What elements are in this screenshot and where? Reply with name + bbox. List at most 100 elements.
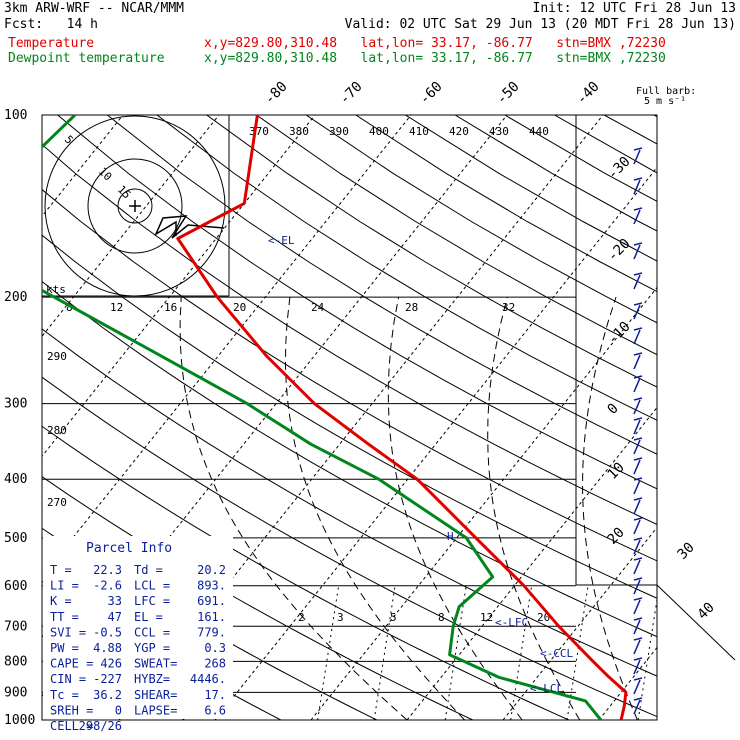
parcel-info-value: 0.3 bbox=[204, 641, 226, 655]
parcel-info-key: Td = bbox=[134, 563, 163, 577]
wind-barb bbox=[633, 147, 643, 165]
barb-key-title: Full barb: bbox=[636, 86, 696, 97]
mixing-ratio-bottom-label: 3 bbox=[337, 611, 344, 624]
temperature-location: x,y=829.80,310.48 lat,lon= 33.17, -86.77… bbox=[204, 36, 666, 51]
theta-label: 430 bbox=[489, 125, 509, 138]
wind-barb bbox=[633, 617, 643, 635]
parcel-info-key: CAPE = bbox=[50, 657, 93, 671]
parcel-info-value: 0 bbox=[115, 703, 122, 717]
hodograph-ring bbox=[87, 158, 183, 254]
dry-adiabat bbox=[42, 143, 657, 525]
parcel-info-key: HYBZ= bbox=[134, 672, 170, 686]
parcel-info-title: Parcel Info bbox=[86, 541, 172, 556]
hodograph-trace bbox=[154, 215, 225, 239]
parcel-info-key: SVI = bbox=[50, 625, 86, 639]
level-marker-label: <-LCL bbox=[530, 682, 563, 695]
pressure-tick-label: 400 bbox=[4, 472, 27, 487]
parcel-info-value: -2.6 bbox=[93, 579, 122, 593]
wind-barb bbox=[633, 375, 643, 393]
theta-label: 440 bbox=[529, 125, 549, 138]
profile-dewpoint-temperature bbox=[42, 115, 603, 720]
wind-column-diagonal bbox=[656, 584, 736, 661]
hodograph-ring bbox=[117, 188, 153, 224]
parcel-info-value: 779. bbox=[197, 625, 226, 639]
wind-barb bbox=[633, 577, 643, 595]
mixing-ratio-bottom-label: 8 bbox=[438, 611, 445, 624]
parcel-info-key: SREH = bbox=[50, 703, 93, 717]
moist-adiabat bbox=[582, 296, 638, 720]
profile-group bbox=[42, 115, 628, 720]
parcel-info-value: 4446. bbox=[190, 672, 226, 686]
dry-adiabat bbox=[57, 115, 657, 490]
dry-adiabat bbox=[42, 188, 657, 562]
theta-label: 380 bbox=[289, 125, 309, 138]
model-title: 3km ARW-WRF -- NCAR/MMM bbox=[4, 1, 185, 16]
pressure-tick-label: 700 bbox=[4, 619, 27, 634]
parcel-info-key: SHEAR= bbox=[134, 688, 177, 702]
wind-barb bbox=[633, 637, 643, 655]
level-marker-label: <-EL bbox=[268, 234, 295, 247]
parcel-info-value: -227 bbox=[93, 672, 122, 686]
level-marker-label: <-CCL bbox=[540, 647, 573, 660]
wind-barb bbox=[633, 517, 643, 535]
parcel-info-value: 893. bbox=[197, 579, 226, 593]
theta-label: 420 bbox=[449, 125, 469, 138]
dry-adiabat bbox=[42, 234, 657, 599]
parcel-info-key: LAPSE= bbox=[134, 703, 177, 717]
parcel-info-key: LI = bbox=[50, 579, 79, 593]
wind-barb bbox=[633, 537, 643, 555]
mixing-ratio-top-label: 16 bbox=[164, 301, 177, 314]
theta-label: 370 bbox=[249, 125, 269, 138]
pressure-tick-label: 1000 bbox=[4, 713, 35, 728]
mixing-ratio-bottom-label: 5 bbox=[390, 611, 397, 624]
isotherm-label: -50 bbox=[494, 79, 523, 108]
init-time: Init: 12 UTC Fri 28 Jun 13 bbox=[532, 1, 737, 16]
parcel-info-key: T = bbox=[50, 563, 72, 577]
parcel-info-value: 47 bbox=[108, 610, 122, 624]
mixing-ratio-top-label: 12 bbox=[110, 301, 123, 314]
profile-temperature bbox=[176, 115, 628, 720]
isotherm-label: -60 bbox=[417, 79, 446, 108]
pressure-tick-label: 200 bbox=[4, 290, 27, 305]
pressure-tick-label: 500 bbox=[4, 531, 27, 546]
parcel-info-value: 36.2 bbox=[93, 688, 122, 702]
wind-barb bbox=[633, 177, 643, 195]
mixing-ratio-line bbox=[444, 585, 467, 720]
mixing-ratio-line bbox=[566, 585, 589, 720]
pressure-tick-label: 800 bbox=[4, 654, 27, 669]
isotherm-label: -40 bbox=[574, 79, 603, 108]
isotherm-label: 40 bbox=[695, 600, 718, 623]
barb-key-value: 5 m s⁻¹ bbox=[644, 96, 686, 107]
wind-barb bbox=[633, 327, 643, 345]
dry-adiabat bbox=[653, 115, 657, 118]
dry-adiabat bbox=[206, 115, 657, 388]
parcel-info-value: 22.3 bbox=[93, 563, 122, 577]
parcel-info-box bbox=[43, 536, 233, 719]
parcel-info-key: YGP = bbox=[134, 641, 170, 655]
pressure-tick-label: 600 bbox=[4, 579, 27, 594]
dry-adiabat bbox=[156, 115, 657, 421]
parcel-info-value: 4.88 bbox=[93, 641, 122, 655]
forecast-hour: Fcst: 14 h bbox=[4, 17, 98, 32]
wind-barb bbox=[633, 477, 643, 495]
parcel-info-key: TT = bbox=[50, 610, 79, 624]
isotherm-label: 30 bbox=[675, 540, 698, 563]
parcel-info-key: LFC = bbox=[134, 594, 170, 608]
parcel-info-value: 17. bbox=[204, 688, 226, 702]
dry-adiabat bbox=[42, 425, 570, 720]
mixing-ratio-top-label: 32 bbox=[502, 301, 515, 314]
wind-barb bbox=[633, 397, 643, 415]
theta-label: 400 bbox=[369, 125, 389, 138]
parcel-info-value: 268 bbox=[204, 657, 226, 671]
wind-barb bbox=[633, 497, 643, 515]
valid-time: Valid: 02 UTC Sat 29 Jun 13 (20 MDT Fri … bbox=[344, 17, 736, 32]
dry-adiabat bbox=[106, 115, 657, 455]
mixing-ratio-top-label: 28 bbox=[405, 301, 418, 314]
dry-adiabat-label: 290 bbox=[47, 350, 67, 363]
parcel-info-key: CIN = bbox=[50, 672, 86, 686]
mixing-ratio-line bbox=[510, 585, 533, 720]
mixing-ratio-line bbox=[637, 596, 657, 720]
wind-barb bbox=[633, 657, 643, 675]
parcel-info-key: CELL = bbox=[50, 719, 93, 733]
parcel-info-value: 426 bbox=[100, 657, 122, 671]
